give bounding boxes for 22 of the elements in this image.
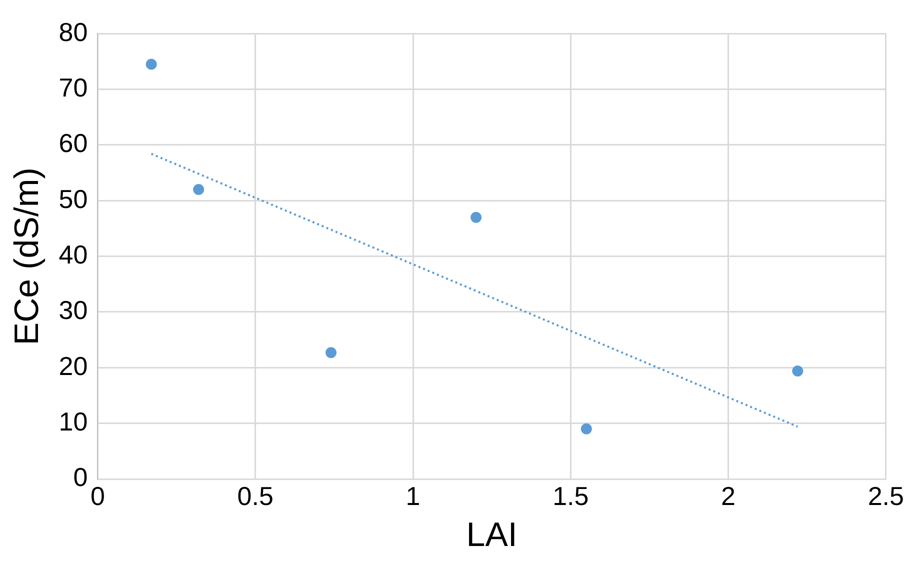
y-tick-label: 70 — [58, 72, 88, 102]
y-tick-label: 10 — [58, 406, 88, 436]
y-tick-label: 30 — [58, 295, 88, 326]
y-tick-label: 0 — [73, 462, 88, 492]
y-axis-title: ECe (dS/m) — [8, 168, 46, 346]
point — [326, 347, 337, 358]
y-tick-label: 80 — [58, 16, 88, 47]
point — [580, 423, 592, 434]
x-tick-label: 2 — [721, 480, 736, 511]
point — [470, 212, 482, 223]
y-tick-label: 20 — [58, 350, 88, 381]
x-axis-title: LAI — [466, 516, 518, 554]
point — [193, 184, 204, 195]
x-tick-label: 1.5 — [552, 480, 589, 511]
point — [146, 58, 157, 70]
x-tick-label: 1 — [406, 480, 420, 511]
y-tick-label: 50 — [58, 184, 88, 214]
x-tick-label: 2.5 — [868, 480, 904, 511]
point — [792, 365, 804, 376]
y-tick-label: 40 — [58, 239, 88, 270]
y-tick-label: 60 — [58, 128, 88, 158]
x-tick-label: 0.5 — [237, 480, 274, 511]
